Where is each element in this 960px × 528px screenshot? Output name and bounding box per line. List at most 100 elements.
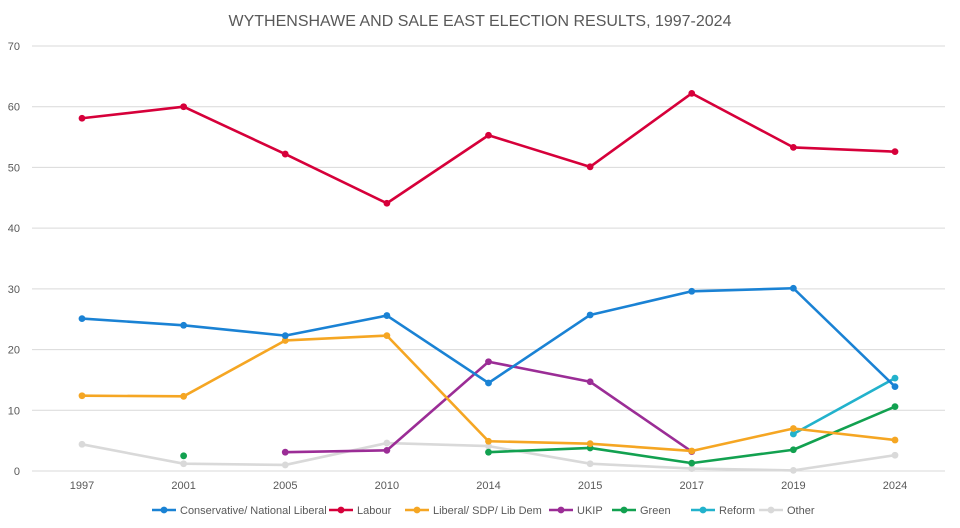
legend-label: Reform <box>719 505 755 517</box>
data-point <box>789 446 797 454</box>
data-point <box>586 440 594 448</box>
data-point <box>485 358 492 366</box>
legend-item: Liberal/ SDP/ Lib Dem <box>405 505 542 517</box>
legend-swatch-marker <box>160 506 168 514</box>
data-point <box>383 199 391 207</box>
series-line <box>80 334 897 453</box>
data-point <box>891 451 899 459</box>
data-point <box>180 452 188 460</box>
legend-swatch-marker <box>620 506 628 514</box>
data-point <box>485 448 492 456</box>
legend-item: UKIP <box>549 505 603 517</box>
y-tick-label: 70 <box>8 41 20 53</box>
series-conservative-national-liberal <box>78 284 899 391</box>
data-point <box>78 315 86 323</box>
x-tick-label: 2015 <box>578 480 602 492</box>
legend-swatch-marker <box>557 506 565 514</box>
y-tick-label: 30 <box>8 284 20 296</box>
series-reform <box>789 374 899 438</box>
data-point <box>383 332 391 340</box>
legend-swatch-marker <box>413 506 421 514</box>
data-point <box>688 459 696 467</box>
series-line <box>80 286 897 388</box>
legend-swatch-marker <box>767 506 775 514</box>
chart-title: WYTHENSHAWE AND SALE EAST ELECTION RESUL… <box>229 13 732 30</box>
data-point <box>485 379 492 387</box>
legend-item: Green <box>612 505 671 517</box>
x-axis-ticks: 1997 2001 2005 2010 2014 2015 2017 2019 2024 <box>70 480 907 492</box>
data-point <box>891 403 899 411</box>
data-point <box>891 436 899 444</box>
x-tick-label: 1997 <box>70 480 94 492</box>
x-tick-label: 2010 <box>375 480 399 492</box>
series-line <box>792 376 897 436</box>
y-axis-ticks: 0 10 20 30 40 50 60 70 <box>8 41 20 478</box>
legend-label: Liberal/ SDP/ Lib Dem <box>433 505 542 517</box>
data-point <box>789 143 797 151</box>
legend-item: Other <box>759 505 815 517</box>
gridlines <box>32 45 945 472</box>
data-point <box>789 466 797 474</box>
data-point <box>180 392 188 400</box>
y-tick-label: 0 <box>14 466 20 478</box>
data-point <box>180 321 188 329</box>
data-point <box>383 439 391 447</box>
x-tick-label: 2014 <box>476 480 500 492</box>
data-point <box>485 131 492 139</box>
data-point <box>789 430 797 438</box>
series-liberal-sdp-lib-dem <box>78 332 899 455</box>
legend-label: Labour <box>357 505 392 517</box>
y-tick-label: 20 <box>8 345 20 357</box>
data-point <box>281 150 289 158</box>
data-point <box>586 460 594 468</box>
data-point <box>485 437 492 445</box>
x-tick-label: 2024 <box>883 480 907 492</box>
legend-item: Labour <box>329 505 392 517</box>
data-point <box>586 378 594 386</box>
data-point <box>891 374 899 382</box>
data-point <box>688 465 696 472</box>
data-point <box>78 114 86 122</box>
data-point <box>891 148 899 156</box>
legend-label: Conservative/ National Liberal <box>180 505 327 517</box>
series-other <box>78 439 899 474</box>
data-point <box>383 312 391 319</box>
legend-label: UKIP <box>577 505 603 517</box>
data-point <box>688 447 696 455</box>
series-line <box>80 92 897 205</box>
x-tick-label: 2001 <box>171 480 195 492</box>
data-point <box>891 383 899 391</box>
data-point <box>485 442 492 450</box>
data-point <box>78 392 86 400</box>
legend-label: Other <box>787 505 815 517</box>
data-point <box>281 461 289 469</box>
data-point <box>586 311 594 319</box>
y-tick-label: 50 <box>8 162 20 174</box>
legend-item: Reform <box>691 505 755 517</box>
data-point <box>789 284 797 292</box>
data-point <box>281 337 289 344</box>
data-point <box>281 332 289 340</box>
data-point <box>383 446 391 454</box>
data-point <box>688 89 696 97</box>
data-point <box>180 460 188 468</box>
legend-label: Green <box>640 505 671 517</box>
data-point <box>688 287 696 295</box>
series-lines <box>78 89 899 474</box>
data-point <box>281 448 289 456</box>
legend-swatch-marker <box>699 506 707 514</box>
x-tick-label: 2017 <box>680 480 704 492</box>
x-tick-label: 2005 <box>273 480 297 492</box>
legend: Conservative/ National Liberal Labour Libe… <box>152 505 815 517</box>
data-point <box>789 425 797 432</box>
x-tick-label: 2019 <box>781 480 805 492</box>
data-point <box>180 103 188 111</box>
y-tick-label: 40 <box>8 223 20 235</box>
legend-swatch-marker <box>337 506 345 514</box>
y-tick-label: 60 <box>8 102 20 114</box>
series-labour <box>78 89 899 207</box>
legend-item: Conservative/ National Liberal <box>152 505 327 517</box>
data-point <box>78 440 86 448</box>
